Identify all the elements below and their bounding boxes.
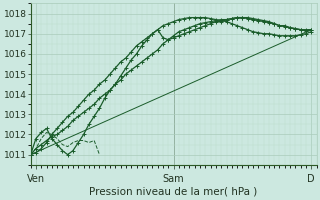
X-axis label: Pression niveau de la mer( hPa ): Pression niveau de la mer( hPa ): [90, 187, 258, 197]
